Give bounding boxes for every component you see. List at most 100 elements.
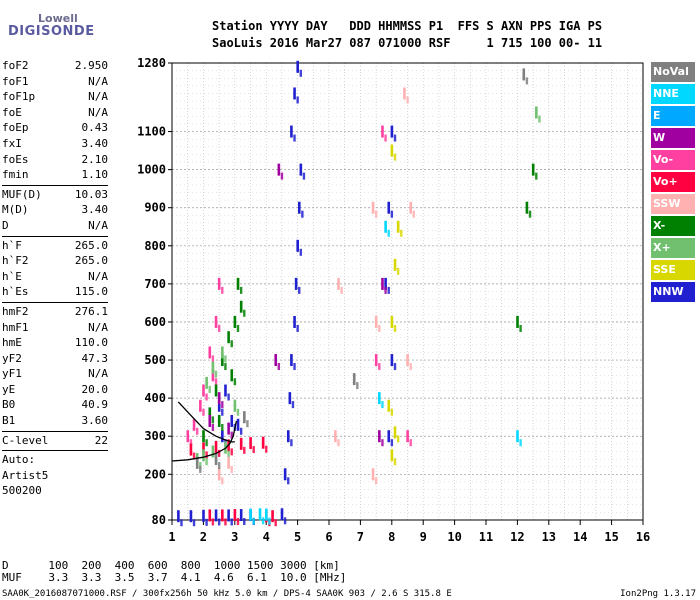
x-tick-label: 14	[573, 530, 587, 544]
echo-point	[396, 435, 400, 443]
echo-point	[236, 408, 240, 416]
param-row: 500200	[2, 483, 108, 499]
param-name: hmF2	[2, 304, 29, 318]
echo-point	[393, 134, 397, 142]
echo-point	[239, 437, 243, 450]
param-value: 3.60	[81, 414, 109, 428]
muf-table-muf-row: MUF 3.3 3.3 3.5 3.7 4.1 4.6 6.1 10.0 [MH…	[2, 571, 347, 584]
y-tick-label: 700	[144, 277, 166, 291]
param-value: N/A	[88, 320, 108, 334]
param-separator	[2, 450, 108, 452]
param-row: hmE 110.0	[2, 335, 108, 351]
echo-point	[192, 519, 196, 527]
echo-point	[208, 385, 211, 393]
version-label: Ion2Png 1.3.17	[620, 589, 696, 599]
x-tick-label: 15	[604, 530, 618, 544]
echo-point	[384, 286, 387, 294]
echo-point	[217, 414, 221, 427]
echo-point	[205, 393, 208, 401]
param-value: 0.43	[81, 121, 109, 135]
echo-point	[374, 354, 378, 367]
echo-point	[221, 477, 224, 485]
echo-point	[243, 518, 246, 526]
echo-point	[186, 430, 190, 443]
echo-point	[299, 248, 302, 256]
legend-item: X+	[651, 238, 695, 258]
echo-point	[221, 346, 224, 359]
x-tick-label: 9	[420, 530, 427, 544]
echo-point	[535, 106, 538, 119]
file-footer: SAA0K_2016087071000.RSF / 300fx256h 50 k…	[2, 589, 452, 599]
echo-point	[236, 518, 240, 526]
echo-point	[396, 267, 400, 275]
echo-point	[224, 384, 227, 397]
echo-point	[214, 370, 218, 378]
x-tick-label: 10	[447, 530, 461, 544]
echo-point	[202, 408, 205, 416]
x-tick-label: 16	[636, 530, 650, 544]
x-tick-label: 1	[168, 530, 175, 544]
electron-density-profile	[171, 420, 238, 462]
echo-point	[290, 439, 293, 447]
x-tick-label: 11	[479, 530, 493, 544]
param-name: 500200	[2, 484, 42, 498]
echo-point	[390, 210, 394, 218]
echo-point	[208, 346, 212, 359]
echo-point	[227, 393, 230, 401]
param-row: foEp 0.43	[2, 120, 108, 136]
echo-point	[205, 518, 208, 526]
echo-point	[205, 458, 208, 466]
echo-point	[202, 384, 205, 397]
echo-point	[293, 315, 296, 328]
echo-point	[274, 519, 277, 527]
x-tick-label: 3	[231, 530, 238, 544]
echo-point	[287, 477, 290, 485]
echo-point	[293, 134, 296, 142]
param-row: h`F 265.0	[2, 238, 108, 254]
echo-point	[381, 401, 384, 409]
echo-point	[352, 373, 356, 386]
muf-table: D 100 200 400 600 800 1000 1500 3000 [km…	[2, 560, 346, 584]
echo-point	[387, 201, 391, 214]
echo-point	[214, 378, 218, 386]
echo-point	[180, 519, 183, 527]
param-name: foF2	[2, 59, 29, 72]
echo-point	[528, 210, 532, 218]
param-name: h`F	[2, 238, 22, 252]
echo-point	[221, 408, 224, 416]
model-trace-curve	[177, 401, 235, 443]
echo-point	[211, 361, 215, 374]
echo-point	[233, 399, 237, 412]
param-value: 47.3	[81, 351, 109, 365]
param-row: yF1 N/A	[2, 366, 108, 382]
echo-point	[406, 430, 409, 443]
echo-point	[230, 518, 233, 526]
param-row: foEs 2.10	[2, 152, 108, 168]
param-row: Artist5	[2, 468, 108, 484]
param-name: h`E	[2, 269, 22, 283]
x-tick-label: 6	[325, 530, 332, 544]
echo-point	[334, 430, 337, 443]
echo-point	[214, 384, 218, 397]
param-value: 40.9	[81, 398, 109, 412]
echo-point	[239, 286, 243, 294]
y-tick-label: 900	[144, 201, 166, 215]
echo-point	[337, 277, 340, 290]
echo-point	[374, 477, 378, 485]
echo-point	[221, 354, 224, 367]
echo-point	[400, 229, 403, 237]
echo-point	[378, 392, 381, 405]
echo-point	[214, 440, 218, 453]
echo-point	[233, 315, 237, 328]
echo-point	[227, 331, 230, 344]
echo-point	[217, 468, 221, 481]
x-tick-label: 5	[294, 530, 301, 544]
logo-line2: DIGISONDE	[8, 24, 95, 39]
echo-point	[393, 426, 397, 439]
echo-point	[252, 446, 255, 454]
echo-point	[299, 163, 303, 176]
logo: Lowell DIGISONDE	[4, 8, 94, 48]
echo-point	[249, 508, 252, 521]
echo-point	[199, 462, 202, 470]
logo-line1: Lowell	[38, 12, 78, 25]
